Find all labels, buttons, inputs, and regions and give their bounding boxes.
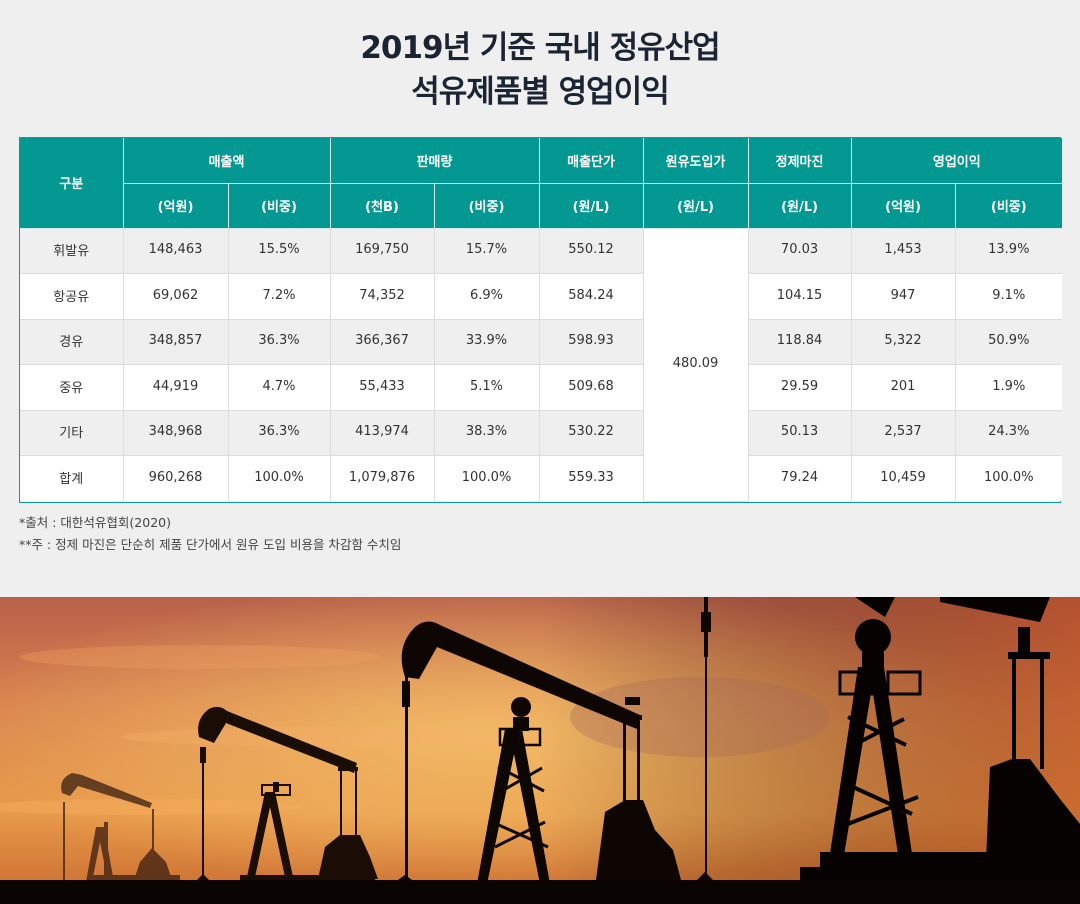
footnotes: *출처 : 대한석유협회(2020) **주 : 정제 마진은 단순히 제품 단…: [19, 512, 401, 556]
header-row-top: 구분 매출액 판매량 매출단가 원유도입가 정제마진 영업이익: [20, 138, 1063, 229]
source-note: *출처 : 대한석유협회(2020): [19, 515, 171, 530]
title-line-1: 2019년 기준 국내 정유산업: [360, 30, 720, 66]
cell-op-profit: 947: [850, 273, 956, 320]
cell-sales-share: 36.3%: [227, 318, 331, 365]
subheader-volume-share: (비중): [433, 182, 540, 229]
cell-volume-share: 33.9%: [433, 318, 540, 365]
cell-volume-share: 100.0%: [433, 455, 540, 501]
table-row: 경유 348,857 36.3% 366,367 33.9% 598.93 11…: [20, 318, 1063, 365]
subheader-op-amount: (억원): [850, 182, 956, 229]
cell-volume: 413,974: [329, 409, 435, 456]
cell-volume: 366,367: [329, 318, 435, 365]
cell-op-profit: 1,453: [850, 227, 956, 274]
cell-crude-price-merged: 480.09: [642, 227, 749, 502]
cell-volume: 169,750: [329, 227, 435, 274]
table-row: 휘발유 148,463 15.5% 169,750 15.7% 550.12 4…: [20, 227, 1063, 502]
cell-sales-share: 36.3%: [227, 409, 331, 456]
cell-sales: 148,463: [122, 227, 229, 274]
row-name: 기타: [20, 409, 124, 456]
cell-unit-price: 550.12: [538, 227, 644, 274]
table-row: 항공유 69,062 7.2% 74,352 6.9% 584.24 104.1…: [20, 273, 1063, 320]
header-crude-price: 원유도입가: [642, 138, 749, 184]
subheader-op-share: (비중): [954, 182, 1063, 229]
cell-margin: 29.59: [747, 364, 852, 411]
cell-op-share: 1.9%: [954, 364, 1063, 411]
cell-margin: 70.03: [747, 227, 852, 274]
page-title: 2019년 기준 국내 정유산업 석유제품별 영업이익: [0, 26, 1080, 114]
subheader-sales-share: (비중): [227, 182, 331, 229]
cell-op-profit: 2,537: [850, 409, 956, 456]
header-margin: 정제마진: [747, 138, 852, 184]
cell-unit-price: 598.93: [538, 318, 644, 365]
cell-volume-share: 5.1%: [433, 364, 540, 411]
cell-op-profit: 201: [850, 364, 956, 411]
cell-sales: 69,062: [122, 273, 229, 320]
cell-op-profit: 10,459: [850, 455, 956, 501]
cell-op-share: 13.9%: [954, 227, 1063, 274]
cell-margin: 50.13: [747, 409, 852, 456]
cell-volume-share: 15.7%: [433, 227, 540, 274]
cell-sales: 348,968: [122, 409, 229, 456]
header-volume: 판매량: [329, 138, 540, 184]
subheader-unit-price: (원/L): [538, 182, 644, 229]
cell-margin: 118.84: [747, 318, 852, 365]
oil-pumpjack-photo: [0, 597, 1080, 904]
subheader-volume-amount: (천B): [329, 182, 435, 229]
title-line-2: 석유제품별 영업이익: [411, 74, 669, 110]
cell-sales: 44,919: [122, 364, 229, 411]
header-category: 구분: [20, 138, 124, 229]
profit-table: 구분 매출액 판매량 매출단가 원유도입가 정제마진 영업이익 (억원) (비중…: [19, 137, 1063, 503]
table-row: 중유 44,919 4.7% 55,433 5.1% 509.68 29.59 …: [20, 364, 1063, 411]
cell-sales-share: 15.5%: [227, 227, 331, 274]
cell-volume-share: 6.9%: [433, 273, 540, 320]
row-name: 휘발유: [20, 227, 124, 274]
subheader-margin: (원/L): [747, 182, 852, 229]
header-unit-price: 매출단가: [538, 138, 644, 184]
cell-op-share: 9.1%: [954, 273, 1063, 320]
cell-sales-share: 7.2%: [227, 273, 331, 320]
cell-margin: 104.15: [747, 273, 852, 320]
cell-margin: 79.24: [747, 455, 852, 501]
cell-unit-price: 530.22: [538, 409, 644, 456]
table-row: 기타 348,968 36.3% 413,974 38.3% 530.22 50…: [20, 409, 1063, 456]
cell-op-profit: 5,322: [850, 318, 956, 365]
table-row-total: 합계 960,268 100.0% 1,079,876 100.0% 559.3…: [20, 455, 1063, 501]
cell-op-share: 100.0%: [954, 455, 1063, 501]
header-row-sub: (억원) (비중) (천B) (비중) (원/L) (원/L) (원/L) (억…: [20, 182, 1063, 229]
row-name: 합계: [20, 455, 124, 501]
cell-volume: 1,079,876: [329, 455, 435, 501]
header-op-profit: 영업이익: [850, 138, 1063, 184]
cell-sales-share: 100.0%: [227, 455, 331, 501]
cell-unit-price: 559.33: [538, 455, 644, 501]
cell-unit-price: 509.68: [538, 364, 644, 411]
cell-sales-share: 4.7%: [227, 364, 331, 411]
subheader-crude-price: (원/L): [642, 182, 749, 229]
cell-sales: 348,857: [122, 318, 229, 365]
cell-op-share: 50.9%: [954, 318, 1063, 365]
row-name: 항공유: [20, 273, 124, 320]
cell-volume: 55,433: [329, 364, 435, 411]
cell-unit-price: 584.24: [538, 273, 644, 320]
cell-op-share: 24.3%: [954, 409, 1063, 456]
margin-note: **주 : 정제 마진은 단순히 제품 단가에서 원유 도입 비용을 차감함 수…: [19, 537, 402, 552]
header-sales: 매출액: [122, 138, 331, 184]
cell-volume-share: 38.3%: [433, 409, 540, 456]
subheader-sales-amount: (억원): [123, 182, 229, 229]
cell-volume: 74,352: [329, 273, 435, 320]
row-name: 경유: [20, 318, 124, 365]
row-name: 중유: [20, 364, 124, 411]
cell-sales: 960,268: [122, 455, 229, 501]
